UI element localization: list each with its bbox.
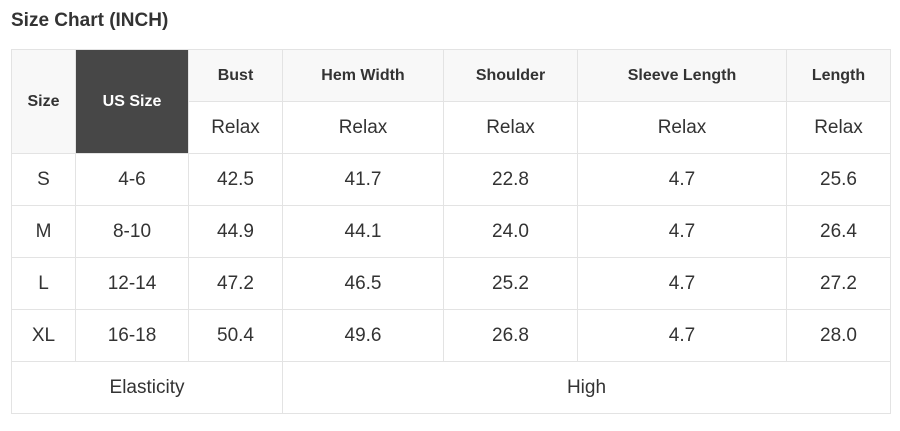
table-cell: 28.0: [786, 309, 891, 362]
table-cell: L: [11, 257, 76, 310]
table-cell: S: [11, 153, 76, 206]
table-cell: 16-18: [75, 309, 189, 362]
table-cell: 26.4: [786, 205, 891, 258]
table-cell: 42.5: [188, 153, 283, 206]
table-cell: 26.8: [443, 309, 578, 362]
table-cell: 22.8: [443, 153, 578, 206]
table-cell: 46.5: [282, 257, 444, 310]
table-cell: 25.6: [786, 153, 891, 206]
header-length: Length: [786, 49, 891, 102]
header-hem-width: Hem Width: [282, 49, 444, 102]
table-cell: 49.6: [282, 309, 444, 362]
table-cell: 47.2: [188, 257, 283, 310]
elasticity-label: Elasticity: [11, 361, 283, 414]
subheader-cell: Relax: [786, 101, 891, 154]
header-bust: Bust: [188, 49, 283, 102]
table-body: S 4-6 42.5 41.7 22.8 4.7 25.6 M 8-10 44.9 44.1 24.0…: [11, 153, 891, 362]
table-cell: 27.2: [786, 257, 891, 310]
table-cell: 4.7: [577, 309, 787, 362]
table-cell: 25.2: [443, 257, 578, 310]
table-cell: 12-14: [75, 257, 189, 310]
table-cell: 8-10: [75, 205, 189, 258]
table-cell: 4.7: [577, 153, 787, 206]
header-size: Size: [11, 49, 76, 154]
subheader-cell: Relax: [443, 101, 578, 154]
header-shoulder: Shoulder: [443, 49, 578, 102]
table-cell: 44.9: [188, 205, 283, 258]
table-row: L 12-14 47.2 46.5 25.2 4.7 27.2: [11, 257, 891, 310]
table-cell: 44.1: [282, 205, 444, 258]
header-sleeve-length: Sleeve Length: [577, 49, 787, 102]
subheader-cell: Relax: [577, 101, 787, 154]
table-row: XL 16-18 50.4 49.6 26.8 4.7 28.0: [11, 309, 891, 362]
table-cell: 4.7: [577, 257, 787, 310]
subheader-cell: Relax: [282, 101, 444, 154]
page-title: Size Chart (INCH): [11, 10, 169, 31]
table-cell: M: [11, 205, 76, 258]
table-cell: 41.7: [282, 153, 444, 206]
table-row: S 4-6 42.5 41.7 22.8 4.7 25.6: [11, 153, 891, 206]
subheader-row: Relax Relax Relax Relax Relax: [12, 101, 891, 154]
table-cell: 4.7: [577, 205, 787, 258]
table-cell: 50.4: [188, 309, 283, 362]
elasticity-row: Elasticity High: [11, 361, 891, 414]
size-chart-table: Size US Size Bust Hem Width Shoulder Sle…: [11, 49, 891, 414]
table-cell: XL: [11, 309, 76, 362]
header-row: Size US Size Bust Hem Width Shoulder Sle…: [11, 49, 891, 154]
elasticity-value: High: [282, 361, 891, 414]
subheader-cell: Relax: [188, 101, 283, 154]
table-cell: 24.0: [443, 205, 578, 258]
header-us-size: US Size: [75, 49, 189, 154]
table-row: M 8-10 44.9 44.1 24.0 4.7 26.4: [11, 205, 891, 258]
table-cell: 4-6: [75, 153, 189, 206]
